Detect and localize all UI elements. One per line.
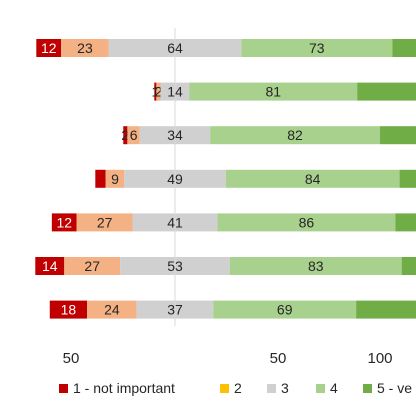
bar-segment-row5-cat4: [217, 213, 396, 232]
bar-segment-row6-cat2: [64, 257, 121, 275]
bar-segment-row6-cat1: [35, 257, 65, 275]
data-label-row3-cat1: 2: [121, 127, 129, 143]
legend-item-4: 4: [316, 380, 338, 396]
legend-label-3: 3: [281, 380, 289, 396]
bar-segment-row7-cat4: [213, 300, 357, 319]
data-label-row5-cat2: 27: [97, 214, 113, 230]
bar-segment-row5-cat5: [395, 213, 416, 232]
x-tick-label-1: 50: [63, 350, 80, 367]
bar-segment-row7-cat5: [356, 300, 416, 319]
bar-row-3: 2 6 34 82: [121, 126, 416, 145]
legend-swatch-3: [267, 384, 276, 393]
data-label-row1-cat4: 73: [309, 40, 325, 56]
bar-row-4: 9 49 84: [95, 169, 416, 188]
bar-segment-row7-cat2: [87, 300, 137, 319]
legend-swatch-2: [220, 384, 229, 393]
data-label-row1-cat2: 23: [77, 40, 93, 56]
bar-segment-row4-cat4: [225, 169, 400, 188]
bar-segment-row2-cat5: [357, 82, 416, 101]
legend-swatch-5: [363, 384, 372, 393]
x-tick-label-2: 50: [270, 350, 287, 367]
bar-segment-row7-cat1: [49, 300, 88, 319]
legend-item-5: 5 - ve: [363, 380, 412, 396]
bar-row-2: 12 14 81: [151, 82, 416, 101]
legend: 1 - not important 2 3 4 5 - ve: [59, 380, 412, 396]
bar-row-7: 18 24 37 69: [49, 300, 416, 319]
bar-segment-row5-cat2: [76, 213, 133, 232]
data-label-row7-cat2: 24: [104, 302, 120, 318]
bar-segment-row4-cat2: [105, 169, 125, 188]
bar-row-1: 12 23 64 73: [36, 39, 416, 57]
data-label-row7-cat4: 69: [277, 302, 293, 318]
legend-item-2: 2: [220, 380, 242, 396]
legend-swatch-4: [316, 384, 325, 393]
bar-segment-row3-cat1: [123, 126, 128, 145]
bar-segment-row3-cat5: [379, 126, 416, 145]
data-label-row4-cat2: 9: [111, 171, 119, 187]
data-label-row6-cat1: 14: [42, 258, 58, 274]
bar-segment-row2-cat2: [156, 82, 161, 101]
data-label-row4-cat4: 84: [305, 171, 321, 187]
bar-row-5: 12 27 41 86: [51, 213, 416, 232]
bar-segment-row3-cat2: [127, 126, 140, 145]
data-label-row5-cat1: 12: [56, 214, 72, 230]
bar-segment-row1-cat5: [392, 39, 416, 57]
bar-segment-row4-cat1: [95, 169, 106, 188]
data-label-row6-cat4: 83: [308, 258, 324, 274]
bar-segment-row6-cat4: [229, 257, 402, 275]
legend-swatch-1: [59, 384, 68, 393]
data-label-row2-cat1: 1: [151, 84, 159, 100]
data-label-row1-cat1: 12: [41, 40, 57, 56]
x-tick-labels: 50 50 100: [63, 350, 393, 367]
legend-label-2: 2: [234, 380, 242, 396]
bar-segment-row4-cat5: [399, 169, 416, 188]
data-label-row3-cat2: 6: [130, 127, 138, 143]
bar-segment-row3-cat4: [210, 126, 380, 145]
data-label-row6-cat2: 27: [84, 258, 100, 274]
legend-label-1: 1 - not important: [73, 380, 175, 396]
data-label-row7-cat1: 18: [61, 302, 77, 318]
legend-item-3: 3: [267, 380, 289, 396]
x-tick-label-3: 100: [367, 350, 392, 367]
bar-row-6: 14 27 53 83: [35, 257, 416, 275]
data-label-row2-cat4: 81: [266, 84, 282, 100]
bar-segment-row5-cat1: [51, 213, 77, 232]
bar-segment-row1-cat1: [36, 39, 62, 57]
legend-label-5: 5 - ve: [377, 380, 412, 396]
bar-segment-row1-cat4: [241, 39, 393, 57]
bar-segment-row2-cat4: [189, 82, 358, 101]
data-label-row2-cat2: 2: [155, 84, 163, 100]
bar-segment-row2-cat1: [154, 82, 157, 101]
legend-label-4: 4: [330, 380, 338, 396]
data-label-row5-cat4: 86: [299, 214, 315, 230]
bar-segment-row1-cat2: [61, 39, 109, 57]
data-label-row3-cat4: 82: [287, 127, 303, 143]
legend-item-1: 1 - not important: [59, 380, 175, 396]
bar-segment-row6-cat5: [401, 257, 416, 275]
